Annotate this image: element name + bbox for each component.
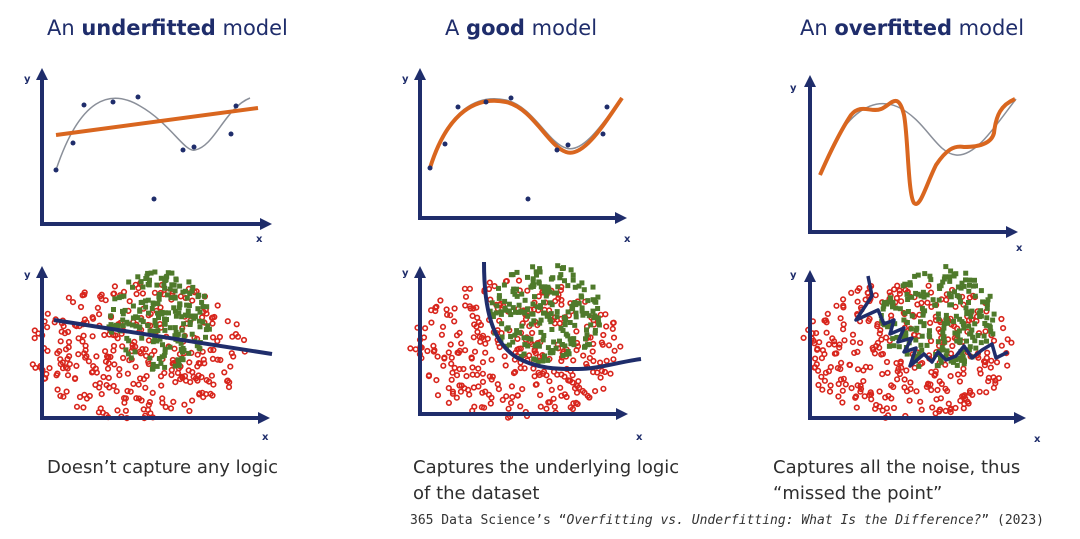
x-axis-label: x [262,432,269,443]
axes [36,266,270,424]
axes [804,75,1018,238]
axes [414,266,628,420]
good-fit-curve [428,96,624,169]
axes [414,68,627,224]
linear-decision-boundary [53,318,273,356]
x-axis-label: x [256,234,263,245]
classification-plot-good: y x [402,261,643,443]
citation: 365 Data Science’s “Overfitting vs. Unde… [410,513,1044,528]
true-curve [55,97,251,171]
class-a-points [407,277,624,421]
class-a-points [29,279,248,422]
y-axis-label: y [402,74,409,85]
caption-underfitted: Doesn’t capture any logic [47,457,279,478]
x-axis-label: x [636,432,643,443]
regression-plot-overfitted: y x [790,75,1023,254]
x-axis-label: x [1034,434,1041,445]
curved-decision-boundary [482,261,642,372]
y-axis-label: y [402,268,409,279]
y-axis-label: y [24,270,31,281]
title-good: A good model [445,16,598,40]
jagged-decision-boundary [854,275,1009,368]
data-points [53,94,239,202]
y-axis-label: y [790,83,797,94]
caption-good: Captures the underlying logic of the dat… [413,457,680,504]
data-points [427,95,610,202]
axes [804,270,1026,424]
classification-plot-underfitted: y x [24,266,273,443]
class-b-points [487,263,602,365]
linear-fit-line [55,106,259,137]
x-axis-label: x [1016,243,1023,254]
regression-plot-good: y x [402,68,631,245]
title-underfitted: An underfitted model [47,16,288,40]
title-overfitted: An overfitted model [800,16,1025,40]
y-axis-label: y [24,74,31,85]
true-curve [819,98,1017,176]
overfit-curve [818,97,1016,206]
x-axis-label: x [624,234,631,245]
axes [36,68,272,230]
regression-plot-underfitted: y x [24,68,272,245]
classification-plot-overfitted: y x [790,264,1041,445]
class-b-points [878,264,997,369]
class-a-points [800,282,1015,421]
caption-overfitted: Captures all the noise, thus “missed the… [773,457,1021,504]
y-axis-label: y [790,270,797,281]
